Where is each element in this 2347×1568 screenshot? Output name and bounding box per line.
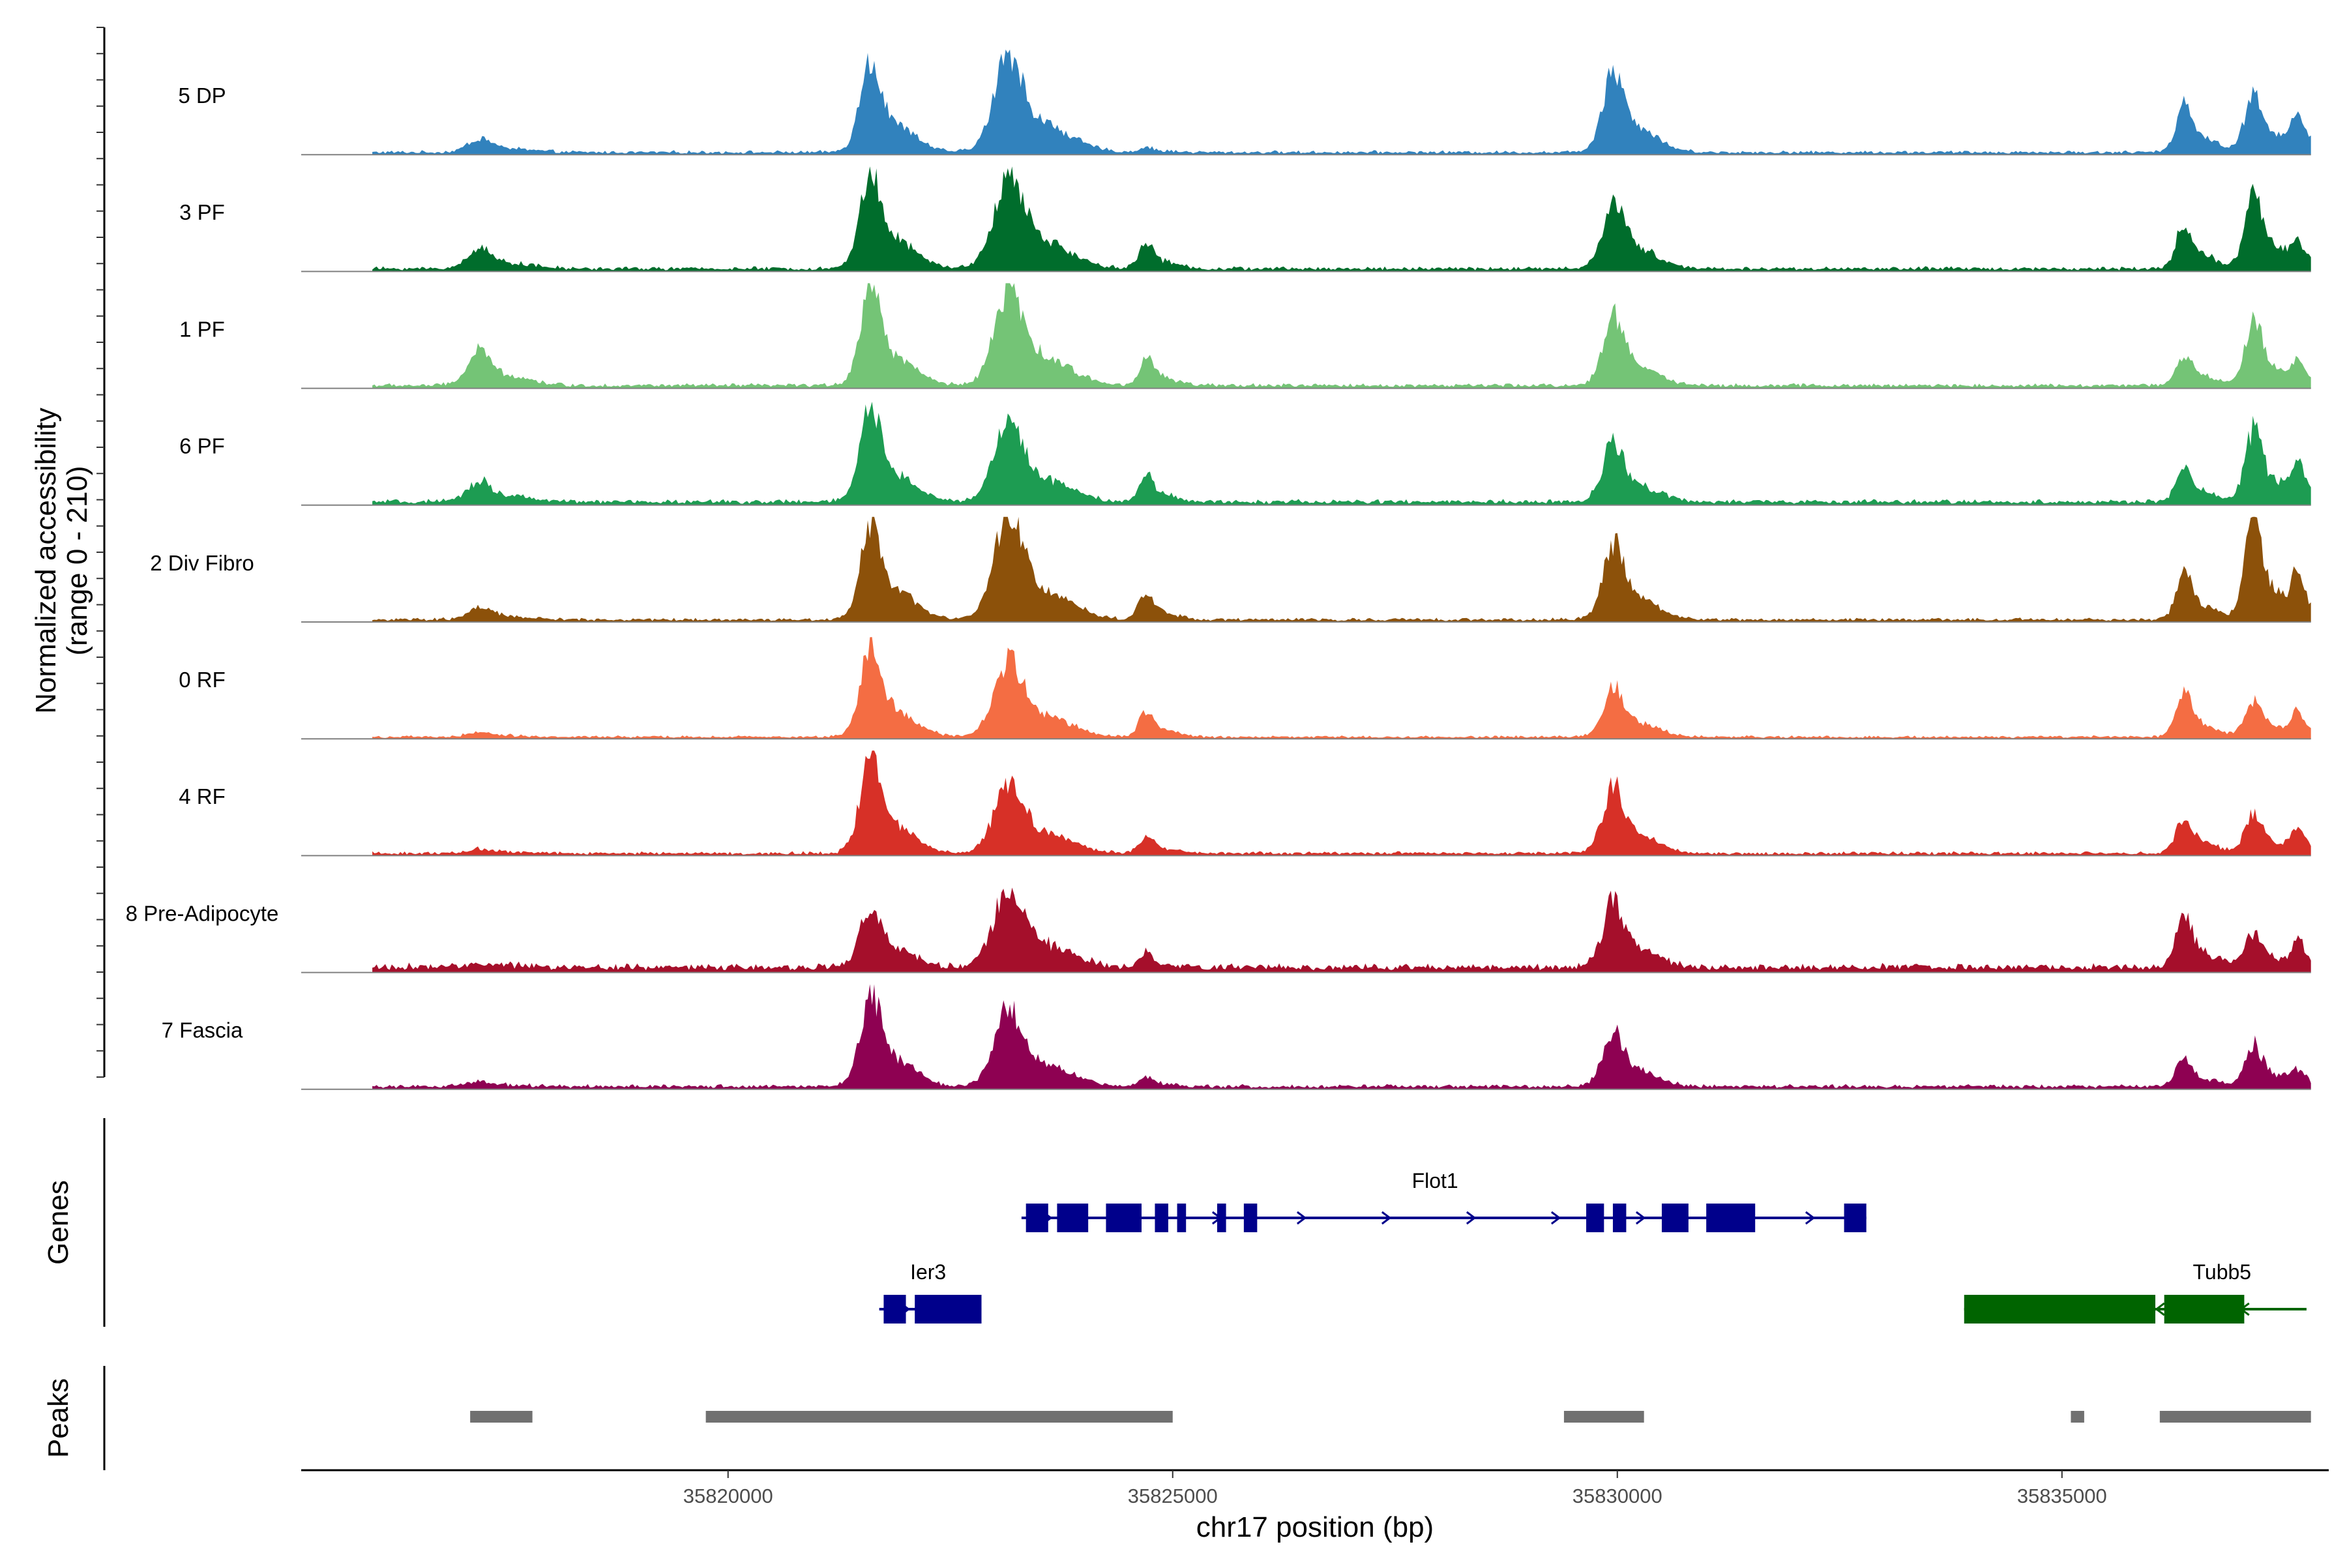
peaks-axis-title: Peaks [42,1378,74,1458]
coverage-track: 6 PF [179,402,2311,506]
coverage-track: 8 Pre-Adipocyte [126,887,2311,973]
x-tick-label: 35825000 [1128,1485,1218,1507]
track-label: 0 RF [179,668,226,692]
track-label: 5 DP [178,83,226,108]
gene-exon [1586,1204,1604,1232]
coverage-track: 2 Div Fibro [150,516,2311,623]
coverage-track: 1 PF [179,283,2311,389]
gene-exon [1155,1204,1168,1232]
peak-region [2159,1411,2311,1423]
gene-name-label: Flot1 [1412,1169,1458,1192]
track-label: 3 PF [179,200,225,224]
coverage-track: 4 RF [179,750,2311,857]
coverage-area [372,984,2311,1089]
gene-exon [1177,1204,1187,1232]
gene-exon [1026,1204,1048,1232]
gene-exon [1217,1204,1226,1232]
coverage-area [372,887,2311,973]
gene-exon [915,1295,982,1324]
peak-region [705,1411,1173,1423]
gene-exon [1612,1204,1627,1232]
peak-region [1563,1411,1644,1423]
gene: Ier3 [879,1260,982,1324]
y-axis-title-line2: (range 0 - 210) [61,466,93,655]
gene-exon [1706,1204,1756,1232]
track-label: 2 Div Fibro [150,551,254,575]
gene-exon [1106,1204,1142,1232]
strand-arrow [1805,1211,1816,1225]
peaks-track [470,1411,2311,1423]
gene-exon [1964,1295,2156,1324]
coverage-track: 3 PF [179,166,2311,273]
x-tick-label: 35835000 [2017,1485,2107,1507]
gene-exon [1057,1204,1089,1232]
gene-exon [2164,1295,2245,1324]
x-tick-label: 35830000 [1572,1485,1662,1507]
peak-region [2071,1411,2084,1423]
coverage-area [372,283,2311,389]
gene-exon [1661,1204,1689,1232]
coverage-tracks: 5 DP 3 PF 1 PF 6 PF 2 Div Fibro 0 RF 4 RF 8 Pre… [126,50,2311,1090]
strand-arrow [1381,1211,1392,1225]
genes-axis-title: Genes [42,1180,74,1265]
coverage-track: 7 Fascia [162,984,2311,1090]
coverage-area [372,402,2311,505]
peak-region [470,1411,533,1423]
y-axis-title-line1: Normalized accessibility [30,407,62,713]
coverage-area [372,166,2311,272]
coverage-area [372,750,2311,856]
track-label: 6 PF [179,434,225,458]
gene-exon [1844,1204,1867,1232]
coverage-area [372,637,2311,739]
x-axis-title: chr17 position (bp) [1196,1511,1434,1543]
axes: Normalized accessibility(range 0 - 210) G… [30,27,2329,1543]
track-label: 1 PF [179,317,225,341]
track-label: 7 Fascia [162,1018,243,1043]
gene: Tubb5 [1964,1260,2307,1324]
track-label: 8 Pre-Adipocyte [126,901,279,925]
gene-exon [883,1295,906,1324]
gene-exon [1243,1204,1258,1232]
strand-arrow [1635,1211,1646,1225]
strand-arrow [1550,1211,1561,1225]
strand-arrow [1466,1211,1477,1225]
coverage-track: 0 RF [179,637,2311,740]
track-label: 4 RF [179,784,226,808]
coverage-area [372,516,2311,622]
y-axis-title: Normalized accessibility(range 0 - 210) [30,407,93,713]
gene-name-label: Ier3 [910,1260,946,1284]
strand-arrow [2155,1302,2165,1316]
genes-track: Flot1 Ier3 Tubb5 [879,1169,2307,1324]
x-tick-label: 35820000 [683,1485,773,1507]
strand-arrow [1296,1211,1307,1225]
gene-name-label: Tubb5 [2193,1260,2252,1284]
coverage-track: 5 DP [178,50,2311,156]
coverage-area [372,50,2311,155]
gene: Flot1 [1021,1169,1867,1232]
